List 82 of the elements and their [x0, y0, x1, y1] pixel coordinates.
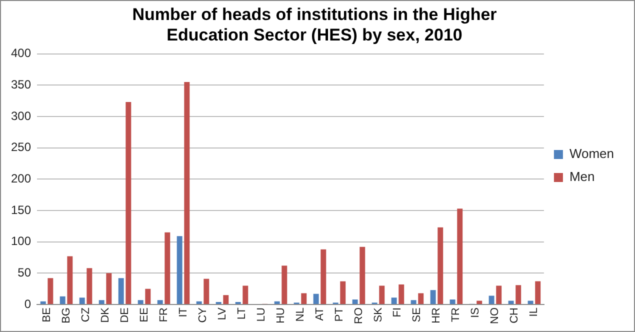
bar	[398, 284, 404, 304]
y-tick-label: 250	[10, 140, 32, 154]
x-tick-label: AT	[314, 307, 326, 321]
bar	[457, 208, 463, 304]
bar	[352, 299, 358, 304]
x-tick-label: HU	[274, 307, 287, 324]
bar	[528, 300, 534, 304]
bar	[379, 286, 385, 304]
bar	[204, 278, 210, 304]
bar	[242, 286, 248, 304]
bar	[391, 298, 397, 304]
x-tick-label: DE	[118, 308, 131, 323]
bar	[164, 232, 170, 304]
x-tick-label: CZ	[80, 307, 92, 322]
bar	[40, 301, 46, 304]
bar	[508, 300, 514, 304]
bar	[86, 268, 92, 304]
legend-label: Women	[569, 146, 614, 162]
bar	[488, 296, 494, 304]
x-tick-label: HR	[430, 307, 443, 324]
x-tick-label: FR	[158, 307, 170, 322]
x-tick-label: EE	[138, 308, 150, 322]
y-tick-label: 400	[10, 46, 32, 60]
bar	[138, 300, 144, 304]
y-tick-label: 200	[10, 171, 32, 186]
bar	[176, 236, 182, 304]
bar	[535, 281, 541, 304]
bar	[313, 294, 319, 304]
x-tick-label: IT	[177, 307, 190, 318]
x-tick-label: CY	[196, 306, 209, 323]
y-tick-label: 100	[10, 234, 32, 248]
y-tick-label: 150	[10, 202, 32, 217]
bar	[79, 298, 85, 304]
x-tick-label: NO	[489, 307, 502, 324]
x-tick-label: RO	[352, 307, 365, 324]
bar	[106, 273, 112, 304]
bar	[476, 300, 482, 304]
bar	[360, 246, 366, 304]
bar	[145, 288, 151, 304]
bar	[118, 278, 124, 304]
x-tick-label: BG	[60, 308, 72, 324]
bar	[438, 227, 444, 304]
bar	[418, 293, 424, 304]
x-tick-label: BE	[40, 308, 53, 322]
bar	[301, 293, 307, 304]
bar	[60, 296, 66, 304]
bar	[282, 266, 288, 304]
bar	[184, 82, 190, 304]
legend-label: Men	[569, 169, 595, 184]
y-tick-label: 300	[10, 108, 32, 123]
bar	[274, 301, 280, 304]
x-tick-label: TR	[450, 307, 462, 322]
bar	[67, 256, 73, 304]
bar	[516, 285, 522, 304]
bar	[320, 249, 326, 304]
x-tick-label: NL	[294, 308, 306, 322]
bar	[157, 300, 163, 304]
bar	[340, 281, 346, 304]
x-tick-label: LU	[255, 307, 268, 322]
x-tick-label: LV	[216, 306, 228, 320]
x-tick-label: LT	[236, 307, 248, 320]
x-tick-label: CH	[508, 307, 521, 324]
chart-title: Number of heads of institutions in the Higher Education Sector (HES) by sex, 2010	[132, 4, 498, 44]
x-tick-label: FI	[392, 308, 404, 318]
y-tick-label: 0	[24, 296, 32, 311]
x-tick-label: PT	[333, 307, 346, 322]
x-tick-label: IL	[528, 308, 540, 317]
bar	[450, 299, 456, 304]
bar	[430, 290, 436, 304]
bar	[126, 102, 132, 304]
bar	[496, 286, 502, 304]
bar	[196, 301, 202, 304]
bar	[98, 300, 104, 304]
x-tick-label: IS	[470, 308, 482, 318]
x-tick-label: SK	[372, 306, 384, 322]
bar	[48, 278, 54, 304]
x-tick-label: SE	[411, 308, 424, 322]
y-tick-label: 50	[18, 265, 32, 280]
x-tick-label: DK	[99, 306, 112, 323]
y-tick-label: 350	[10, 77, 32, 92]
bar	[223, 295, 229, 304]
bar	[410, 300, 416, 304]
